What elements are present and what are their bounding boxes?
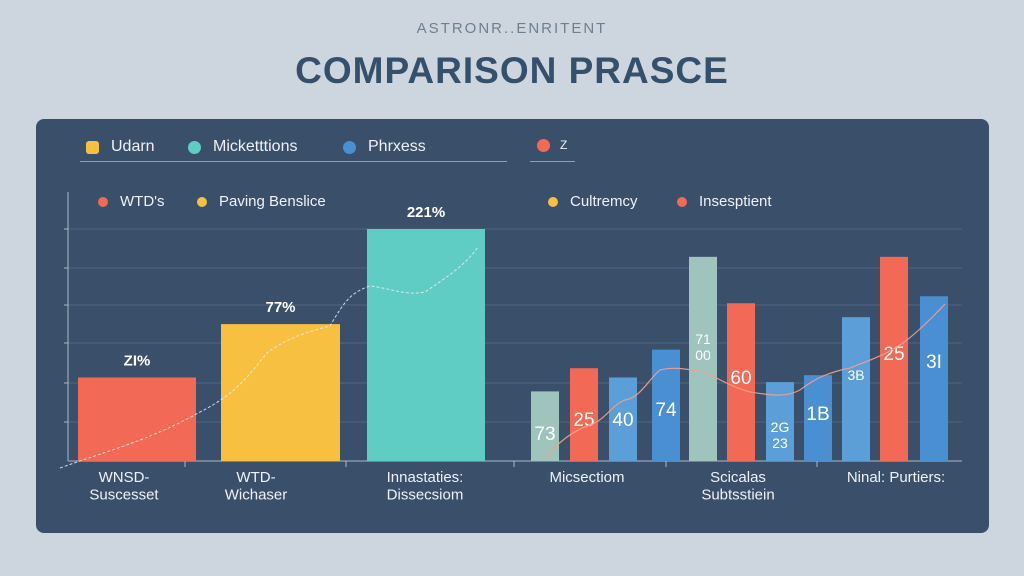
bar-left-0 (78, 377, 196, 461)
chart-title: COMPARISON PRASCE (295, 50, 729, 91)
legend-dot-insesptient (677, 196, 687, 207)
legend-dot-cultremcy (548, 196, 558, 207)
bar-right-10 (920, 296, 948, 461)
bar-right-5 (727, 303, 755, 461)
bar-right-2 (609, 377, 637, 461)
bar-right-label-6: 2G 23 (771, 419, 790, 451)
legend-label-cultremcy: Cultremcy (570, 193, 638, 210)
legend-swatch-z (537, 138, 550, 152)
legend-label-phrxess: Phrxess (368, 138, 426, 155)
legend-item-udarn: Udarn (86, 138, 155, 156)
x-category-left-2: Innastaties: Dissecsiom (387, 469, 464, 503)
bar-right-7 (804, 375, 832, 461)
bar-right-label-3: 74 (655, 400, 677, 421)
legend-item-micketttions: Micketttions (188, 138, 297, 156)
legend-item-insesptient: Insesptient (677, 193, 772, 210)
legend-dot-wtds (98, 196, 108, 207)
legend-item-cultremcy: Cultremcy (548, 193, 638, 210)
bar-right-0 (531, 391, 559, 461)
x-category-right-1: Scicalas Subtsstiein (701, 469, 774, 503)
bar-right-label-10: 3I (926, 352, 942, 373)
legend-label-wtds: WTD's (120, 193, 165, 210)
legend-label-z: Z (560, 138, 568, 152)
legend-swatch-phrxess (343, 140, 356, 154)
legend-label-paving-benslice: Paving Benslice (219, 193, 326, 210)
bar-right-label-8: 3B (847, 367, 864, 383)
bar-left-2 (367, 229, 485, 461)
x-category-right-2: Ninal: Purtiers: (847, 469, 945, 486)
bar-left-1 (221, 324, 340, 461)
legend-label-micketttions: Micketttions (213, 138, 298, 155)
bar-right-label-7: 1B (806, 404, 829, 425)
bar-left-label-2: 221% (407, 204, 445, 221)
bar-right-label-0: 73 (534, 424, 555, 445)
bar-right-9 (880, 256, 908, 461)
legend-item-phrxess: Phrxess (343, 138, 426, 156)
legend-swatch-micketttions (188, 140, 201, 154)
bar-right-8 (842, 317, 870, 461)
bar-left-label-0: ZI% (124, 352, 151, 369)
x-category-left-0: WNSD-Suscesset (89, 469, 159, 503)
legend-divider-short (530, 161, 575, 162)
legend-label-udarn: Udarn (111, 138, 155, 155)
trend-line-right (544, 303, 946, 459)
bar-left-label-1: 77% (265, 299, 295, 316)
x-category-left-1: WTD-Wichaser (225, 469, 288, 503)
legend-item-z: Z (537, 138, 567, 152)
chart-kicker: ASTRONR..ENRITENT (416, 20, 608, 37)
chart-panel (36, 119, 989, 533)
x-category-right-0: Micsectiom (549, 469, 624, 486)
bar-right-label-9: 25 (883, 344, 904, 365)
bar-right-label-5: 60 (730, 368, 751, 389)
legend-dot-paving-benslice (197, 196, 207, 207)
bar-right-1 (570, 368, 598, 461)
bar-right-label-2: 40 (612, 410, 633, 431)
legend-label-insesptient: Insesptient (699, 193, 772, 210)
legend-divider (80, 161, 507, 162)
bar-right-label-4: 71 00 (695, 331, 711, 363)
legend-item-wtds: WTD's (98, 193, 165, 210)
legend-item-paving-benslice: Paving Benslice (197, 193, 326, 210)
legend-swatch-udarn (86, 140, 99, 154)
bar-right-4 (689, 256, 717, 461)
